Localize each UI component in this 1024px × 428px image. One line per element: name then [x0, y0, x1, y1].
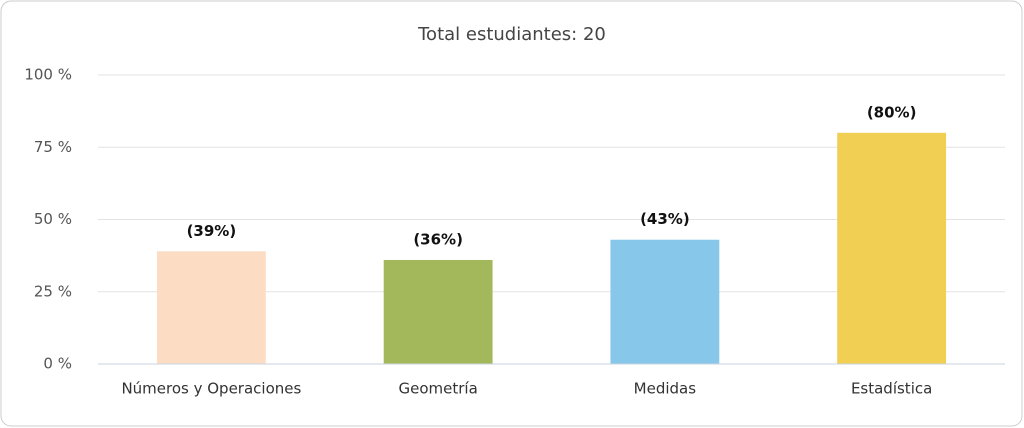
x-tick-label: Estadística: [851, 380, 932, 398]
x-tick-label: Geometría: [398, 380, 477, 398]
y-tick-label: 50 %: [34, 210, 72, 228]
bar: [383, 259, 493, 364]
data-label: (43%): [640, 210, 690, 228]
x-tick-label: Números y Operaciones: [121, 380, 301, 398]
x-tick-label: Medidas: [634, 380, 697, 398]
data-label: (36%): [413, 230, 463, 248]
bar: [156, 251, 266, 364]
data-label: (80%): [867, 103, 917, 121]
y-tick-label: 0 %: [43, 355, 72, 373]
data-label: (39%): [187, 222, 237, 240]
y-tick-label: 100 %: [24, 66, 72, 84]
y-tick-label: 75 %: [34, 138, 72, 156]
bar: [837, 132, 947, 364]
y-tick-label: 25 %: [34, 282, 72, 300]
bar: [610, 239, 720, 364]
chart-title: Total estudiantes: 20: [417, 24, 606, 45]
